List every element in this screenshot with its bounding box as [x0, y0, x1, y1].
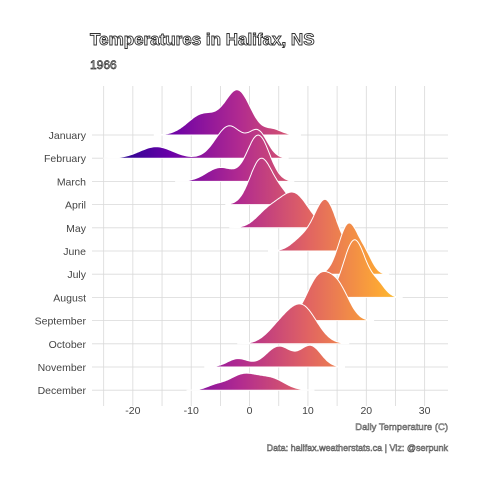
x-tick-label: 20	[360, 405, 372, 417]
x-tick-label: -20	[125, 405, 140, 417]
y-tick-label: July	[67, 269, 86, 281]
y-tick-label: April	[65, 200, 86, 212]
y-tick-label: March	[57, 176, 86, 188]
chart-caption: Data: halifax.weatherstats.ca | Viz: @se…	[267, 443, 449, 453]
y-tick-label: August	[53, 292, 86, 304]
y-tick-label: June	[63, 246, 86, 258]
ridge-january	[153, 89, 301, 136]
y-tick-label: May	[66, 223, 87, 235]
y-tick-label: December	[38, 385, 87, 397]
x-tick-label: -10	[184, 405, 199, 417]
y-tick-label: October	[49, 339, 87, 351]
x-axis-title: Daily Temperature (C)	[355, 422, 448, 433]
month-labels: January February March April May June July Augu…	[35, 130, 87, 397]
ridge-october	[237, 303, 350, 345]
x-tick-label: 0	[247, 405, 253, 417]
x-tick-label: 30	[419, 405, 431, 417]
ridge-december	[186, 372, 315, 391]
ridge-february	[103, 125, 289, 159]
y-tick-label: November	[38, 362, 87, 374]
ridges	[103, 89, 403, 391]
y-tick-label: September	[35, 316, 87, 328]
y-tick-label: February	[44, 153, 87, 165]
ridge-november	[204, 344, 345, 368]
y-tick-label: January	[49, 130, 87, 142]
x-tick-labels: -20 -10 0 10 20 30	[125, 405, 430, 417]
chart-title: Temperatures in Halifax, NS	[90, 30, 315, 49]
x-tick-label: 10	[302, 405, 314, 417]
chart-subtitle: 1966	[90, 58, 117, 72]
